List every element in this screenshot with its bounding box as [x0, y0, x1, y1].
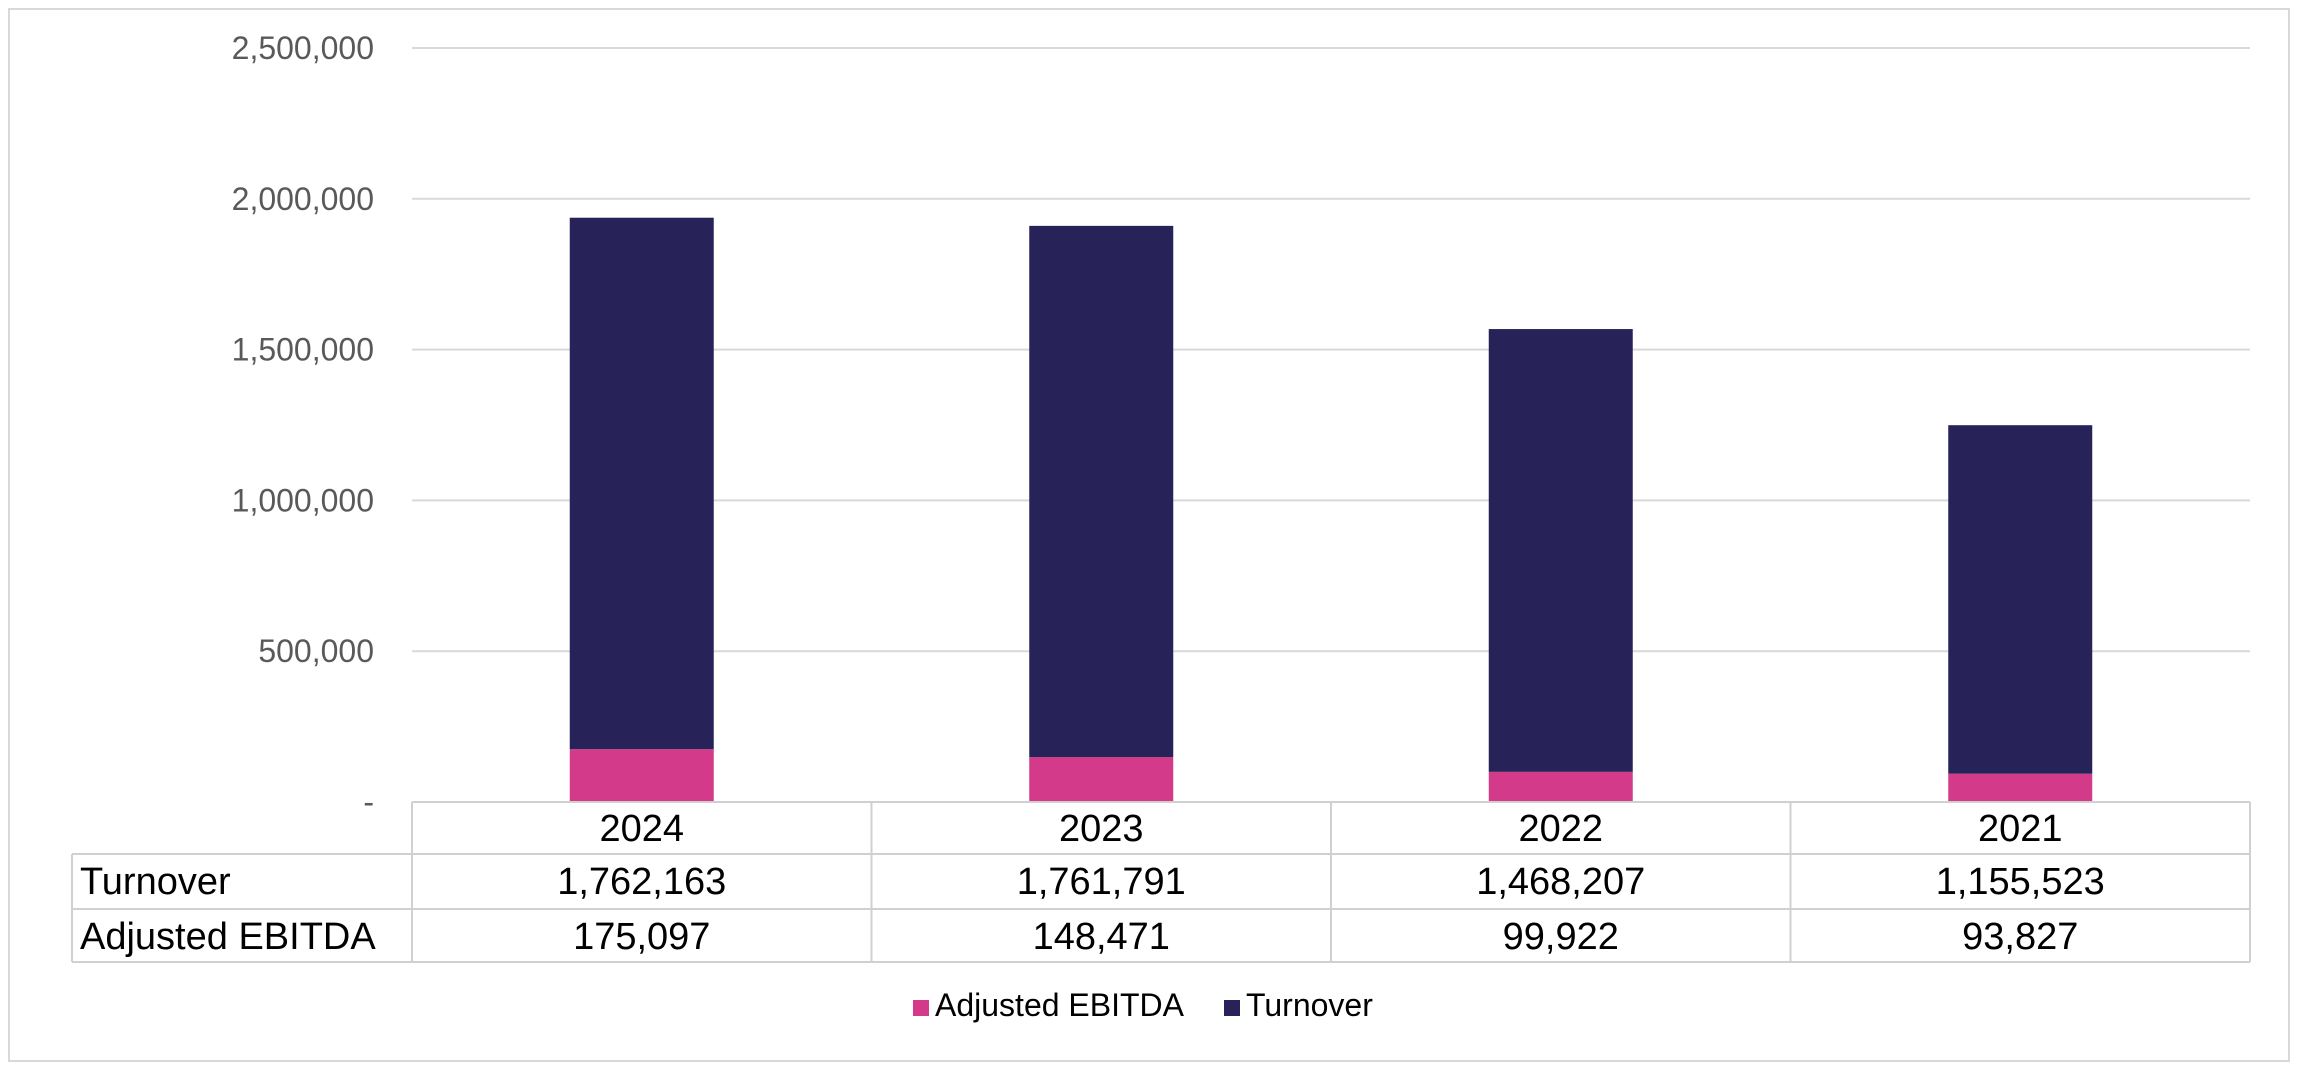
y-tick-label: 500,000 — [258, 633, 374, 669]
bar-turnover-2021 — [1948, 425, 2093, 774]
table-cell: 1,468,207 — [1476, 861, 1645, 903]
x-tick-label-2022: 2022 — [1518, 808, 1603, 850]
bar-turnover-2022 — [1488, 329, 1633, 772]
legend: Adjusted EBITDA Turnover — [913, 987, 1373, 1023]
table-row-label-turnover: Turnover — [80, 861, 231, 903]
table-cell: 99,922 — [1503, 916, 1619, 958]
legend-swatch-turnover — [1224, 1000, 1240, 1016]
table-cell: 175,097 — [573, 916, 710, 958]
y-tick-label: 2,000,000 — [232, 181, 374, 217]
bar-adjusted-ebitda-2022 — [1488, 771, 1633, 802]
table-cell: 148,471 — [1033, 916, 1170, 958]
bar-adjusted-ebitda-2021 — [1948, 773, 2093, 802]
bar-turnover-2024 — [569, 217, 714, 750]
bars — [569, 217, 2093, 802]
table-cell: 93,827 — [1962, 916, 2078, 958]
x-tick-label-2024: 2024 — [599, 808, 684, 850]
y-tick-label: 1,500,000 — [232, 332, 374, 368]
bar-adjusted-ebitda-2023 — [1029, 757, 1174, 802]
y-tick-label: 2,500,000 — [232, 30, 374, 66]
table-cell: 1,155,523 — [1936, 861, 2105, 903]
y-tick-label: - — [363, 784, 374, 820]
x-tick-label-2023: 2023 — [1059, 808, 1144, 850]
x-tick-label-2021: 2021 — [1978, 808, 2063, 850]
table-cell: 1,761,791 — [1017, 861, 1186, 903]
bar-adjusted-ebitda-2024 — [569, 749, 714, 802]
legend-label-turnover: Turnover — [1246, 987, 1373, 1023]
legend-label-adjusted-ebitda: Adjusted EBITDA — [935, 987, 1185, 1023]
bar-turnover-2023 — [1029, 225, 1174, 758]
legend-swatch-adjusted-ebitda — [913, 1000, 929, 1016]
y-tick-label: 1,000,000 — [232, 482, 374, 518]
gridlines — [412, 47, 2250, 653]
y-axis-ticks: - 500,000 1,000,000 1,500,000 2,000,000 2,500… — [232, 30, 374, 820]
table-cell: 1,762,163 — [557, 861, 726, 903]
data-table: 2024 2023 2022 2021 Turnover 1,762,163 1,761,7… — [71, 801, 2251, 963]
table-row-label-adjusted-ebitda: Adjusted EBITDA — [80, 916, 376, 958]
